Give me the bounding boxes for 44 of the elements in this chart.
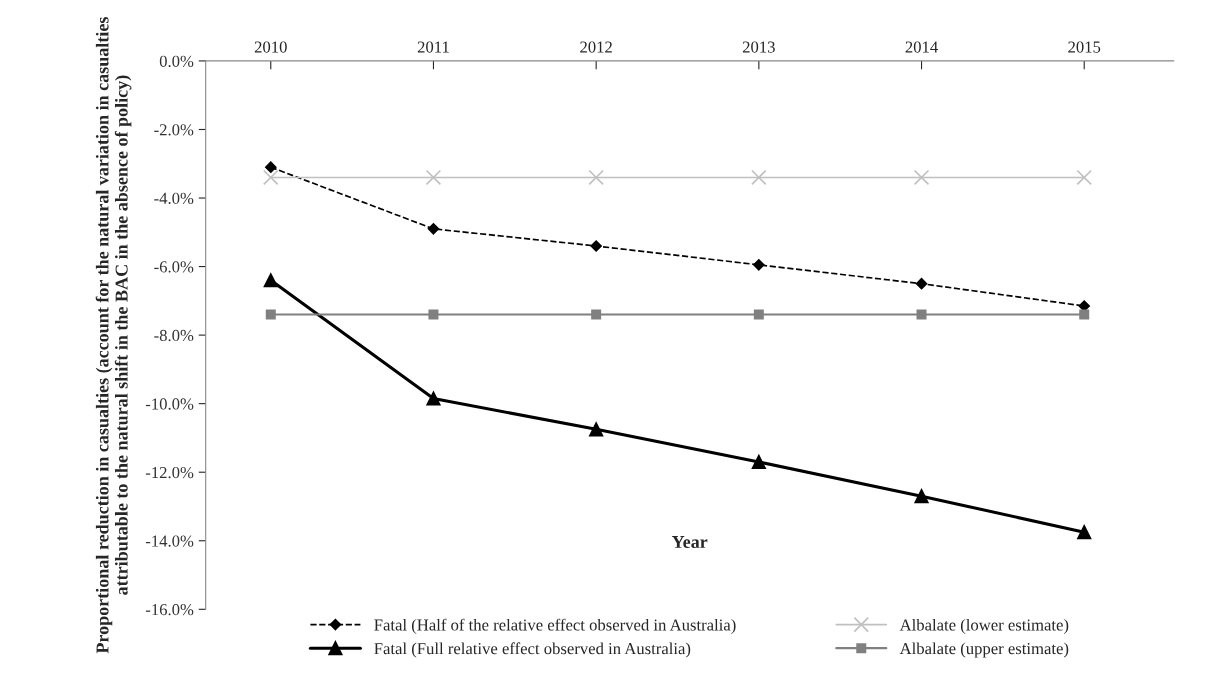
y-axis-title: Proportional reduction in casualties (account for the natural variation in casualties attributable to the natural shift in the BAC in the absence of policy): [95, 17, 132, 654]
point: [588, 169, 604, 186]
x-tick-label: 2014: [905, 41, 938, 53]
y-tick-label: -12.0%: [145, 466, 194, 479]
x-tick-label: 2011: [417, 41, 449, 53]
legend-label: Fatal (Half of the relative effect observed in Australia): [374, 618, 736, 634]
point: [916, 309, 927, 320]
y-tick-label: 0.0%: [159, 55, 194, 67]
y-tick-label: -14.0%: [145, 535, 194, 547]
y-tick-label: -10.0%: [145, 398, 194, 410]
point: [428, 309, 439, 320]
y-tick-label: -16.0%: [145, 604, 194, 616]
point: [426, 391, 441, 406]
point: [591, 309, 602, 320]
point: [589, 422, 604, 437]
point: [262, 169, 279, 186]
point: [265, 161, 277, 173]
x-tick-label: 2013: [742, 41, 775, 53]
point: [427, 223, 440, 235]
x-tick-label: 2010: [254, 41, 287, 53]
y-tick-label: -6.0%: [154, 261, 194, 273]
y-tick-label: -2.0%: [154, 124, 194, 136]
point: [265, 309, 276, 320]
point: [913, 169, 930, 186]
point: [1079, 309, 1090, 320]
point: [753, 259, 765, 271]
y-tick-label: -4.0%: [154, 192, 194, 205]
x-tick-label: 2012: [580, 41, 612, 53]
legend-label: Fatal (Full relative effect observed in Australia): [374, 642, 691, 658]
y-tick-label: -8.0%: [154, 329, 194, 342]
point: [751, 454, 766, 470]
point: [263, 273, 278, 288]
point: [753, 309, 764, 320]
point: [590, 240, 602, 252]
point: [1077, 525, 1092, 540]
point: [751, 169, 767, 186]
legend-label: Albalate (upper estimate): [899, 642, 1069, 658]
point: [914, 489, 929, 504]
point: [915, 277, 928, 290]
point: [1076, 169, 1093, 186]
x-tick-label: 2015: [1068, 41, 1101, 53]
legend-label: Albalate (lower estimate): [899, 618, 1069, 634]
point: [425, 169, 442, 186]
x-axis-title: Year: [671, 536, 708, 549]
